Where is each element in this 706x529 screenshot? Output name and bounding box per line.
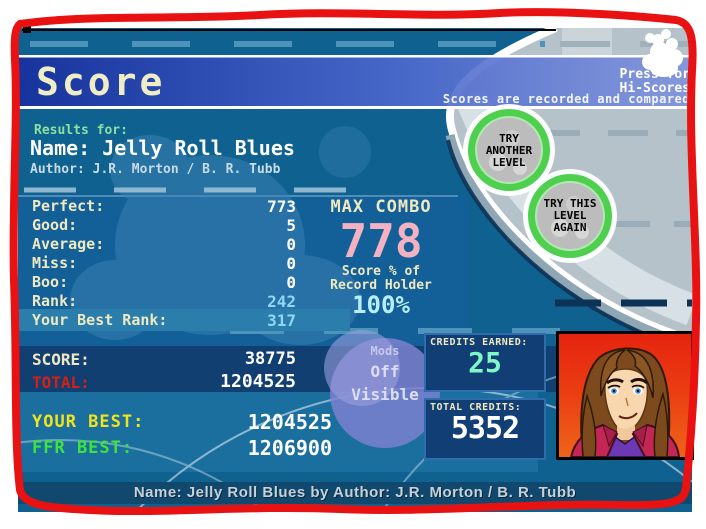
scores-recorded-note: Scores are recorded and compared: [442, 92, 690, 106]
avatar-art: [559, 334, 691, 458]
stat-row-your-best-rank: Your Best Rank: 317: [32, 311, 296, 330]
try-another-level-button[interactable]: TRY ANOTHER LEVEL: [464, 133, 554, 169]
max-combo-value: 778: [339, 214, 423, 268]
press-for-line1: Press for: [619, 67, 690, 82]
title-bar-line: [22, 29, 556, 31]
stat-row-good: Good: 5: [32, 216, 296, 235]
stat-value: 242: [267, 292, 296, 311]
stat-row-average: Average: 0: [32, 235, 296, 254]
score-value: 38775: [244, 349, 296, 369]
ffr-best-label: FFR BEST:: [32, 438, 134, 458]
stat-label: Good:: [32, 216, 78, 234]
stat-label: Average:: [32, 235, 105, 253]
stat-label: Perfect:: [32, 197, 105, 215]
ffr-best-value: 1206900: [247, 436, 332, 460]
stat-row-boo: Boo: 0: [32, 273, 296, 292]
stat-value: 0: [286, 235, 296, 254]
stat-row-miss: Miss: 0: [32, 254, 296, 273]
button-line: LEVEL: [492, 156, 526, 169]
your-best-value: 1204525: [247, 410, 332, 434]
total-credits-value: 5352: [450, 411, 520, 446]
credits-earned-box: CREDITS EARNED: 25: [424, 333, 546, 392]
stat-row-perfect: Perfect: 773: [32, 197, 296, 216]
stat-row-rank: Rank: 242: [32, 292, 296, 311]
total-label: TOTAL:: [32, 373, 90, 392]
stat-label: Miss:: [32, 254, 78, 272]
max-combo-block: MAX COMBO 778 Score % of Record Holder 1…: [300, 197, 462, 317]
total-value: 1204525: [220, 371, 296, 392]
stat-value: 5: [286, 216, 296, 235]
stats-table: Perfect: 773 Good: 5 Average: 0 Miss: 0 …: [32, 197, 296, 330]
button-line: AGAIN: [553, 221, 587, 234]
stat-label: Rank:: [32, 292, 78, 310]
score-pct-line1: Score % of: [341, 264, 421, 279]
score-pct-value: 100%: [352, 291, 410, 319]
stat-label: Boo:: [32, 273, 69, 291]
your-best-label: YOUR BEST:: [32, 412, 145, 432]
avatar: [556, 331, 694, 460]
try-this-level-again-button[interactable]: TRY THIS LEVEL AGAIN: [524, 198, 616, 234]
stat-value: 773: [267, 197, 296, 216]
page-title: Score: [36, 60, 166, 104]
score-label: SCORE:: [32, 350, 90, 369]
song-name: Name: Jelly Roll Blues: [30, 136, 295, 160]
footer-song-credit: Name: Jelly Roll Blues by Author: J.R. M…: [133, 484, 577, 501]
credits-earned-value: 25: [468, 346, 502, 379]
stat-value: 317: [267, 311, 296, 330]
stat-value: 0: [286, 254, 296, 273]
total-credits-box: TOTAL CREDITS: 5352: [424, 398, 546, 460]
stat-label: Your Best Rank:: [32, 311, 168, 329]
stat-value: 0: [286, 273, 296, 292]
window-control-square: [23, 25, 31, 33]
song-author: Author: J.R. Morton / B. R. Tubb: [30, 162, 281, 177]
